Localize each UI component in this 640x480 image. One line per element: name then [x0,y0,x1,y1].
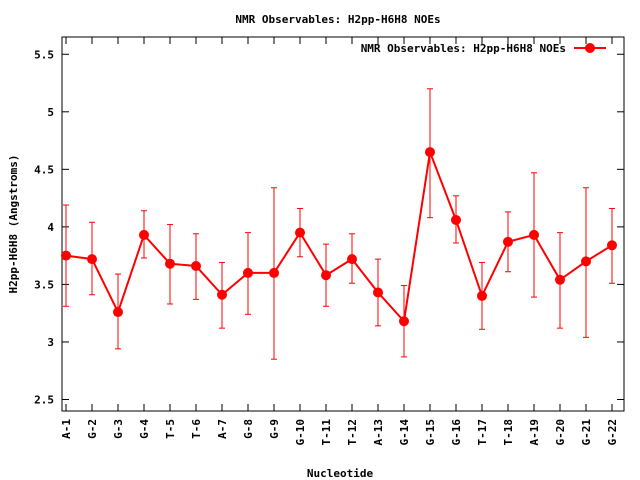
data-point [581,256,591,267]
x-tick-label: G-14 [398,419,411,446]
data-point [477,290,487,301]
data-point [529,229,539,240]
plot-frame [61,36,625,412]
legend-label: NMR Observables: H2pp-H6H8 NOEs [361,42,566,55]
data-points [61,147,617,327]
x-tick-label: G-22 [606,419,619,446]
data-point [217,289,227,300]
y-tick-label: 3 [47,336,54,349]
data-point [503,236,513,247]
data-point [399,316,409,327]
data-point [425,147,435,158]
x-tick-label: A-13 [372,419,385,446]
series-line [65,148,613,324]
data-point [373,287,383,298]
x-axis-label: Nucleotide [307,467,374,480]
y-axis-label: H2pp-H6H8 (Angstroms) [7,154,20,293]
chart-title: NMR Observables: H2pp-H6H8 NOEs [235,13,440,26]
data-point [191,261,201,272]
x-tick-label: G-21 [580,419,593,446]
data-point [321,270,331,281]
x-tick-label: T-6 [190,419,203,439]
data-point [347,254,357,265]
data-point [269,267,279,278]
y-tick-label: 3.5 [34,278,54,291]
x-tick-label: G-8 [242,419,255,439]
y-tick-label: 4.5 [34,163,54,176]
error-bars [63,88,615,360]
data-point [243,267,253,278]
x-tick-label: T-5 [164,419,177,439]
x-tick-label: T-17 [476,419,489,446]
legend: NMR Observables: H2pp-H6H8 NOEs [361,42,606,55]
y-tick-label: 5.5 [34,48,54,61]
x-tick-label: G-15 [424,419,437,446]
y-tick-label: 4 [47,221,54,234]
data-point [139,229,149,240]
x-tick-label: G-2 [86,419,99,439]
data-point [451,214,461,225]
x-tick-label: G-3 [112,419,125,439]
data-point [295,227,305,238]
x-tick-label: T-11 [320,419,333,446]
x-tick-label: T-18 [502,419,515,446]
legend-marker [585,43,595,53]
y-tick-label: 2.5 [34,393,54,406]
data-point [555,274,565,285]
y-tick-label: 5 [47,106,54,119]
y-axis: 2.5 3 3.5 4 4.5 5 5.5 [34,48,624,406]
data-point [61,250,71,261]
x-tick-label: G-4 [138,419,151,439]
x-tick-label: A-1 [60,419,73,439]
x-tick-label: T-12 [346,419,359,446]
x-tick-label: A-7 [216,419,229,439]
data-point [607,240,617,251]
x-tick-label: G-9 [268,419,281,439]
x-tick-label: A-19 [528,419,541,446]
data-point [165,258,175,269]
x-tick-label: G-16 [450,419,463,446]
x-tick-label: G-20 [554,419,567,446]
data-point [87,254,97,265]
data-point [113,307,123,318]
x-tick-label: G-10 [294,419,307,446]
x-axis: A-1 G-2 G-3 G-4 T-5 T-6 A-7 G-8 G-9 G-10 T-11 T-12 A… [60,37,619,446]
